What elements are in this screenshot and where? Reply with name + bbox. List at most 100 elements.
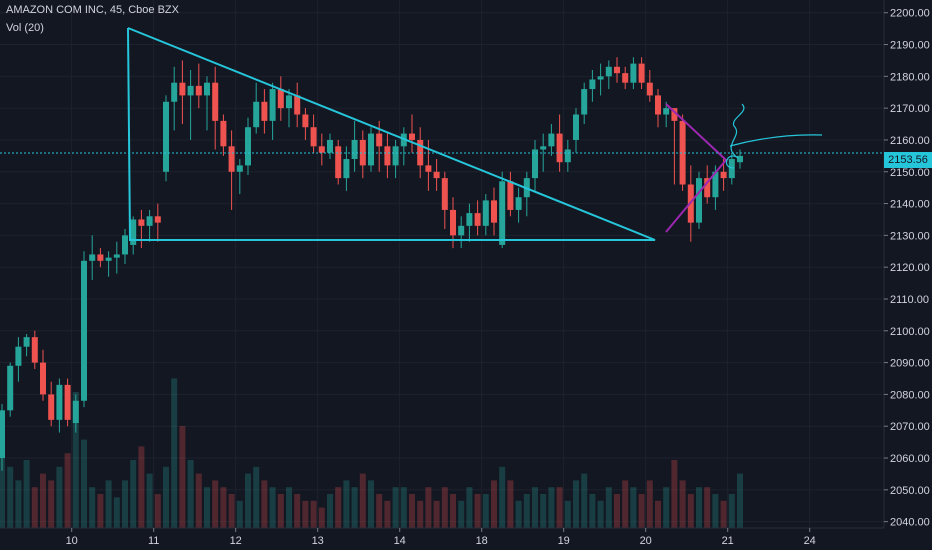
volume-bar (376, 494, 383, 528)
trend-drawings[interactable] (127, 27, 823, 241)
time-axis[interactable]: 10 11 12 13 14 18 19 20 21 24 (66, 528, 816, 547)
candle-body[interactable] (630, 63, 637, 83)
candle-body[interactable] (425, 165, 432, 172)
candle-body[interactable] (515, 197, 522, 210)
candle-body[interactable] (458, 225, 465, 236)
price-candles[interactable] (0, 57, 743, 471)
candle-body[interactable] (56, 384, 63, 420)
candle-body[interactable] (220, 120, 227, 147)
candle-body[interactable] (532, 149, 538, 179)
candle-body[interactable] (277, 89, 284, 109)
volume-indicator-label[interactable]: Vol (20) (6, 22, 44, 34)
candle-body[interactable] (0, 410, 5, 459)
candle-body[interactable] (294, 95, 301, 115)
descending-triangle-drawing[interactable] (127, 27, 656, 241)
volume-bar (409, 494, 415, 528)
candle-body[interactable] (556, 133, 563, 163)
volume-bar (441, 487, 448, 528)
candle-body[interactable] (540, 146, 547, 150)
candle-body[interactable] (392, 146, 399, 166)
candle-body[interactable] (728, 159, 735, 179)
candle-body[interactable] (564, 149, 571, 163)
candle-body[interactable] (195, 85, 202, 96)
candle-body[interactable] (491, 200, 497, 223)
candle-body[interactable] (351, 139, 358, 160)
candle-body[interactable] (573, 114, 579, 140)
candle-body[interactable] (187, 85, 194, 96)
candle-body[interactable] (679, 120, 686, 185)
candle-body[interactable] (696, 178, 702, 223)
price-axis[interactable]: 2040.00 2050.00 2060.00 2070.00 2080.00 2090.… (884, 8, 930, 529)
candle-body[interactable] (327, 139, 333, 153)
candle-body[interactable] (499, 181, 506, 245)
candle-body[interactable] (7, 365, 14, 411)
candle-body[interactable] (105, 257, 112, 261)
candle-body[interactable] (269, 89, 276, 121)
candle-body[interactable] (31, 337, 38, 363)
candle-body[interactable] (614, 66, 620, 74)
candle-body[interactable] (712, 171, 719, 198)
candle-body[interactable] (154, 216, 161, 223)
candle-body[interactable] (548, 133, 555, 147)
candle-body[interactable] (48, 394, 55, 420)
candle-body[interactable] (720, 171, 727, 179)
candle-body[interactable] (261, 101, 268, 121)
candle-body[interactable] (113, 254, 120, 258)
candle-body[interactable] (622, 73, 629, 83)
candle-body[interactable] (122, 235, 128, 255)
candle-body[interactable] (318, 146, 325, 153)
volume-bar (671, 460, 678, 528)
candle-body[interactable] (671, 108, 678, 121)
candle-body[interactable] (605, 66, 612, 77)
candle-body[interactable] (23, 337, 30, 347)
candle-body[interactable] (409, 133, 415, 140)
candle-body[interactable] (581, 89, 588, 115)
candle-body[interactable] (302, 114, 309, 128)
candle-body[interactable] (507, 181, 514, 210)
candle-body[interactable] (81, 260, 87, 401)
candle-body[interactable] (646, 82, 653, 96)
candle-body[interactable] (204, 82, 210, 96)
volume-bar (466, 487, 473, 528)
candle-body[interactable] (466, 213, 473, 226)
candle-body[interactable] (171, 82, 178, 102)
candle-body[interactable] (359, 139, 366, 166)
candle-body[interactable] (310, 127, 317, 147)
candle-body[interactable] (179, 82, 186, 96)
candle-body[interactable] (663, 108, 670, 115)
candle-body[interactable] (245, 127, 251, 166)
candle-body[interactable] (474, 213, 481, 226)
candle-body[interactable] (482, 200, 489, 226)
candle-body[interactable] (130, 219, 137, 245)
candle-body[interactable] (15, 346, 22, 366)
candle-body[interactable] (368, 133, 374, 166)
candle-body[interactable] (450, 209, 456, 236)
candle-body[interactable] (138, 219, 145, 226)
candle-body[interactable] (655, 95, 661, 115)
candle-body[interactable] (638, 63, 645, 83)
pennant-drawing[interactable] (665, 103, 728, 233)
candle-body[interactable] (64, 384, 71, 420)
candle-body[interactable] (441, 178, 448, 210)
candle-body[interactable] (212, 82, 219, 121)
candle-body[interactable] (146, 216, 153, 226)
candle-body[interactable] (384, 146, 391, 166)
candle-body[interactable] (72, 400, 79, 424)
candle-body[interactable] (335, 146, 342, 179)
candle-body[interactable] (589, 79, 596, 90)
candle-body[interactable] (343, 159, 350, 179)
candle-body[interactable] (163, 101, 169, 172)
candle-body[interactable] (236, 165, 243, 172)
candle-body[interactable] (40, 362, 46, 395)
candle-body[interactable] (737, 155, 743, 163)
candle-body[interactable] (286, 95, 292, 109)
candle-body[interactable] (253, 101, 260, 128)
candle-body[interactable] (433, 171, 440, 179)
candle-body[interactable] (376, 133, 383, 147)
candle-body[interactable] (704, 178, 711, 198)
candle-body[interactable] (89, 254, 96, 261)
candle-body[interactable] (228, 146, 235, 172)
candle-body[interactable] (97, 254, 104, 261)
candle-body[interactable] (597, 76, 604, 80)
